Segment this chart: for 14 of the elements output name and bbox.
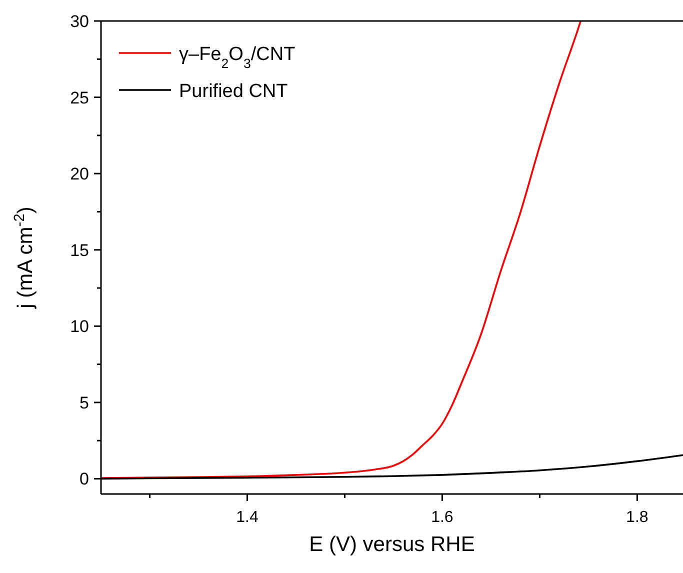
y-tick-label: 15 — [70, 240, 89, 260]
y-tick-label: 5 — [80, 393, 89, 412]
legend-label: γ–Fe$_{2}$O$_{3}$/CNT — [179, 44, 296, 70]
x-tick-label: 1.4 — [236, 509, 258, 526]
y-tick-label: 30 — [70, 12, 89, 31]
x-tick-label: 1.8 — [626, 509, 648, 526]
line-series — [101, 21, 582, 479]
x-axis-title: E (V) versus RHE — [309, 533, 475, 556]
y-tick-label: 0 — [80, 470, 89, 489]
y-tick-label: 25 — [70, 88, 89, 108]
y-tick-label: 10 — [70, 317, 89, 336]
legend-label: Purified CNT — [179, 81, 288, 102]
x-tick-label: 1.6 — [431, 509, 454, 526]
y-tick-label: 20 — [70, 164, 89, 184]
